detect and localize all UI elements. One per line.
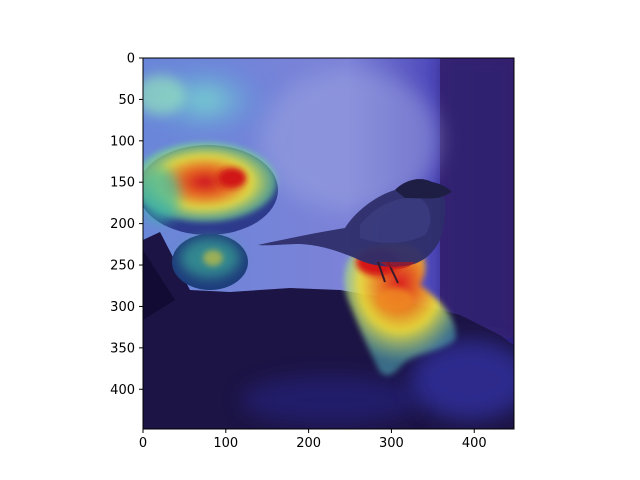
x-tick-label: 100 bbox=[213, 436, 238, 451]
x-tick-label: 400 bbox=[462, 436, 487, 451]
y-tick-label: 250 bbox=[110, 259, 135, 274]
y-tick-label: 200 bbox=[110, 217, 135, 232]
x-tick-label: 300 bbox=[379, 436, 404, 451]
y-tick-label: 300 bbox=[110, 300, 135, 315]
x-tick-label: 0 bbox=[139, 436, 147, 451]
y-tick-label: 0 bbox=[127, 52, 135, 67]
y-tick-label: 400 bbox=[110, 383, 135, 398]
x-tick-label: 200 bbox=[296, 436, 321, 451]
axes-frame bbox=[142, 57, 515, 430]
y-tick-label: 150 bbox=[110, 176, 135, 191]
heatmap-overlay-image bbox=[143, 58, 514, 429]
y-axis-ticks: 0 50 100 150 200 250 300 350 400 bbox=[110, 52, 143, 398]
y-tick-label: 50 bbox=[118, 93, 135, 108]
y-tick-label: 100 bbox=[110, 134, 135, 149]
y-tick-label: 350 bbox=[110, 341, 135, 356]
bird-silhouette bbox=[258, 179, 452, 284]
x-axis-ticks: 0 100 200 300 400 bbox=[139, 429, 487, 451]
